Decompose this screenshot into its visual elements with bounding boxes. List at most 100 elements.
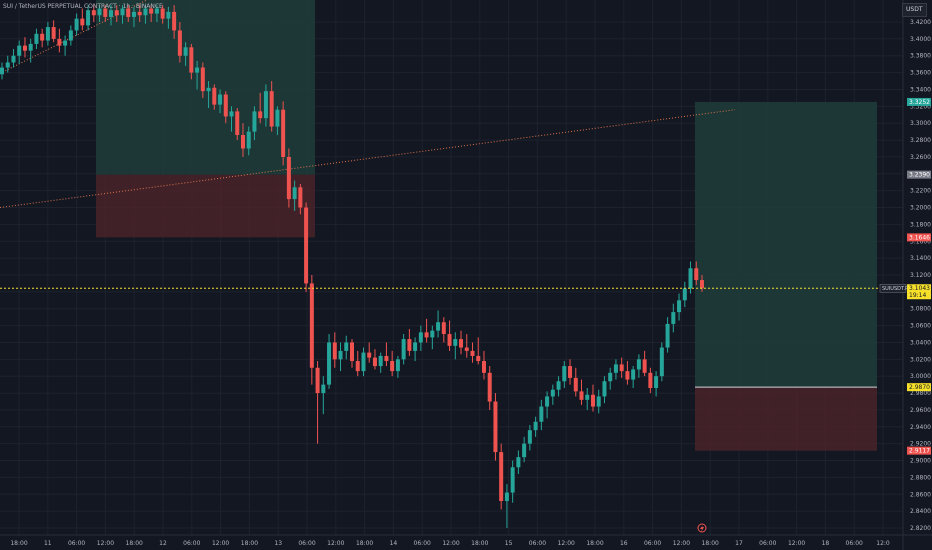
candle-body [430, 330, 435, 338]
candle-body [5, 62, 10, 68]
candle-body [269, 91, 274, 127]
time-tick-label: 13 [274, 540, 282, 547]
price-tick-label: 2.9400 [910, 424, 931, 431]
candle-body [109, 10, 114, 17]
candle-body [63, 40, 68, 46]
candle-body [154, 8, 159, 14]
candle-body [177, 30, 182, 56]
candle-body [229, 111, 234, 117]
candle-body [160, 8, 165, 19]
price-tick-label: 2.8200 [910, 525, 931, 532]
candle-body [556, 381, 561, 390]
candle-body [275, 109, 280, 127]
current-price-box [907, 284, 931, 300]
candle-body [487, 372, 492, 402]
price-tick-label: 3.3000 [910, 120, 931, 127]
candle-body [350, 342, 354, 362]
time-tick-label: 17 [735, 540, 743, 547]
candle-body [166, 11, 171, 19]
candle-body [694, 268, 699, 281]
candle-body [286, 156, 291, 200]
candle-body [103, 8, 108, 17]
time-tick-label: 18:00 [10, 540, 27, 547]
candle-body [212, 87, 217, 105]
candle-body [585, 394, 590, 400]
time-tick-label: 16 [620, 540, 628, 547]
price-tick-label: 2.8600 [910, 491, 931, 498]
price-tick-label: 3.2600 [910, 154, 931, 161]
price-tick-label: 3.2200 [910, 188, 931, 195]
price-tick-label: 3.0600 [910, 323, 931, 330]
price-tick-label: 3.2000 [910, 205, 931, 212]
price-tick-label: 2.9800 [910, 390, 931, 397]
candle-body [619, 364, 624, 372]
candle-body [315, 367, 320, 394]
candle-body [17, 45, 22, 56]
candle-body [453, 339, 458, 346]
countdown-label: 19:14 [909, 292, 926, 299]
price-tick-label: 3.0200 [910, 356, 931, 363]
target-upper-label: 3.3252 [909, 99, 930, 106]
candle-body [665, 323, 670, 348]
stop-upper-label: 3.1646 [909, 234, 930, 241]
candle-body [545, 396, 550, 407]
time-tick-label: 18:00 [702, 540, 719, 547]
time-tick-label: 12:00 [212, 540, 229, 547]
time-tick-label: 18:00 [471, 540, 488, 547]
time-tick-label: 12:00 [327, 540, 344, 547]
currency-button[interactable]: USDT [902, 3, 927, 17]
time-tick-label: 12 [159, 540, 167, 547]
price-tick-label: 3.3400 [910, 86, 931, 93]
candle-body [499, 452, 504, 502]
price-tick-label: 3.3800 [910, 53, 931, 60]
time-tick-label: 12:00 [97, 540, 114, 547]
candle-body [332, 342, 337, 360]
candle-body [590, 394, 595, 407]
price-tick-label: 3.1400 [910, 255, 931, 262]
candle-body [200, 67, 205, 92]
price-tick-label: 2.9000 [910, 458, 931, 465]
candle-body [682, 288, 687, 301]
candle-body [57, 38, 62, 46]
candle-body [172, 11, 177, 31]
candle-body [344, 342, 349, 351]
entry-lower-label-box [907, 383, 931, 392]
candle-body [407, 339, 412, 351]
candle-body [45, 27, 50, 41]
time-tick-label: 12:00 [558, 540, 575, 547]
time-tick-label: 12:00 [673, 540, 690, 547]
candle-body [476, 355, 481, 362]
candle-body [149, 8, 154, 14]
time-tick-label: 18:00 [241, 540, 258, 547]
candle-body [539, 406, 544, 422]
price-tick-label: 2.8800 [910, 474, 931, 481]
price-tick-label: 2.8400 [910, 508, 931, 515]
trendline-rising-left [0, 0, 148, 74]
stop-upper-label-box [907, 233, 931, 242]
candle-body [327, 342, 332, 385]
candle-body [504, 492, 509, 502]
entry-upper-label-box [907, 170, 931, 179]
candle-body [648, 372, 653, 389]
event-icon[interactable] [697, 523, 707, 533]
position-target-zone-upper [96, 0, 315, 175]
candle-body [510, 467, 515, 493]
price-tick-label: 2.9600 [910, 407, 931, 414]
candle-body [631, 369, 636, 380]
time-tick-label: 18:00 [586, 540, 603, 547]
symbol-tag: SUIUSDT.P [882, 286, 908, 292]
candle-body [189, 47, 194, 73]
candle-body [459, 339, 464, 348]
candle-body [86, 10, 91, 26]
time-tick-label: 12:00 [442, 540, 459, 547]
candle-body [395, 359, 400, 372]
candle-body [206, 87, 211, 92]
price-tick-label: 2.9200 [910, 441, 931, 448]
candle-body [292, 187, 297, 200]
price-tick-label: 3.1800 [910, 221, 931, 228]
candle-body [568, 366, 573, 378]
candle-body [447, 334, 452, 346]
time-tick-label: 06:00 [759, 540, 776, 547]
candle-body [114, 10, 119, 16]
